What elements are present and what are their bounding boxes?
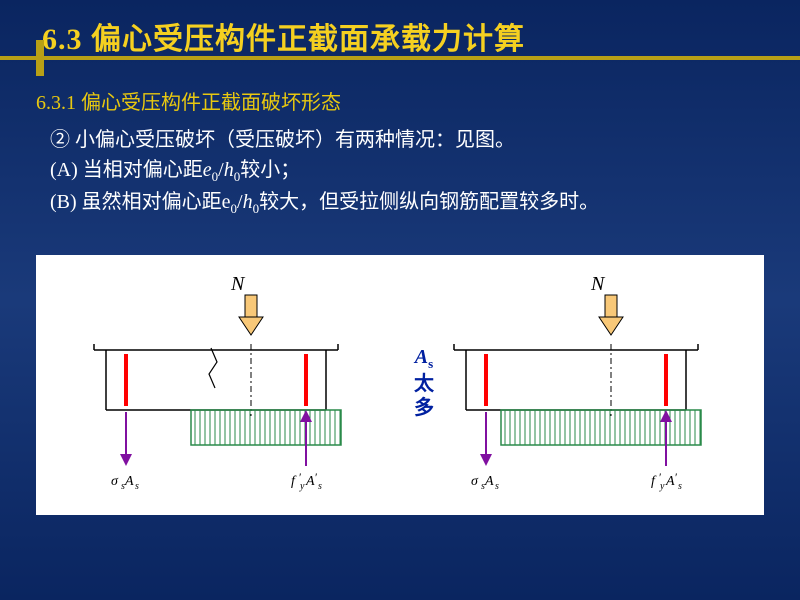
svg-text:s: s	[318, 481, 322, 492]
svg-text:A: A	[665, 474, 675, 489]
svg-text:N: N	[590, 273, 606, 295]
svg-text:y: y	[299, 481, 305, 492]
body-line1: ② 小偏心受压破坏（受压破坏）有两种情况：见图。	[50, 125, 770, 155]
diagram-svg: NσsAsf′yA′sNσsAsf′yA′s	[36, 255, 764, 515]
svg-text:σ: σ	[471, 474, 479, 489]
svg-text:f: f	[291, 474, 297, 489]
title-marker	[36, 40, 44, 76]
svg-text:σ: σ	[111, 474, 119, 489]
svg-text:N: N	[230, 273, 246, 295]
title-area: 6.3 偏心受压构件正截面承载力计算	[0, 0, 800, 68]
body-text: ② 小偏心受压破坏（受压破坏）有两种情况：见图。 (A) 当相对偏心距e0/h0…	[0, 115, 800, 218]
svg-text:y: y	[659, 481, 665, 492]
svg-text:A: A	[305, 474, 315, 489]
svg-text:f: f	[651, 474, 657, 489]
diagram-container: NσsAsf′yA′sNσsAsf′yA′s As 太 多	[36, 255, 764, 515]
title-underline	[0, 56, 800, 60]
svg-text:s: s	[135, 481, 139, 492]
subtitle: 6.3.1 偏心受压构件正截面破坏形态	[0, 68, 800, 115]
body-line3: (B) 虽然相对偏心距e0/h0较大，但受拉侧纵向钢筋配置较多时。	[50, 187, 770, 219]
svg-text:s: s	[678, 481, 682, 492]
annotation-As: As 太 多	[414, 345, 434, 420]
main-title: 6.3 偏心受压构件正截面承载力计算	[42, 14, 800, 58]
svg-text:A: A	[124, 474, 134, 489]
svg-text:s: s	[495, 481, 499, 492]
svg-text:A: A	[484, 474, 494, 489]
body-line2: (A) 当相对偏心距e0/h0较小；	[50, 155, 770, 187]
